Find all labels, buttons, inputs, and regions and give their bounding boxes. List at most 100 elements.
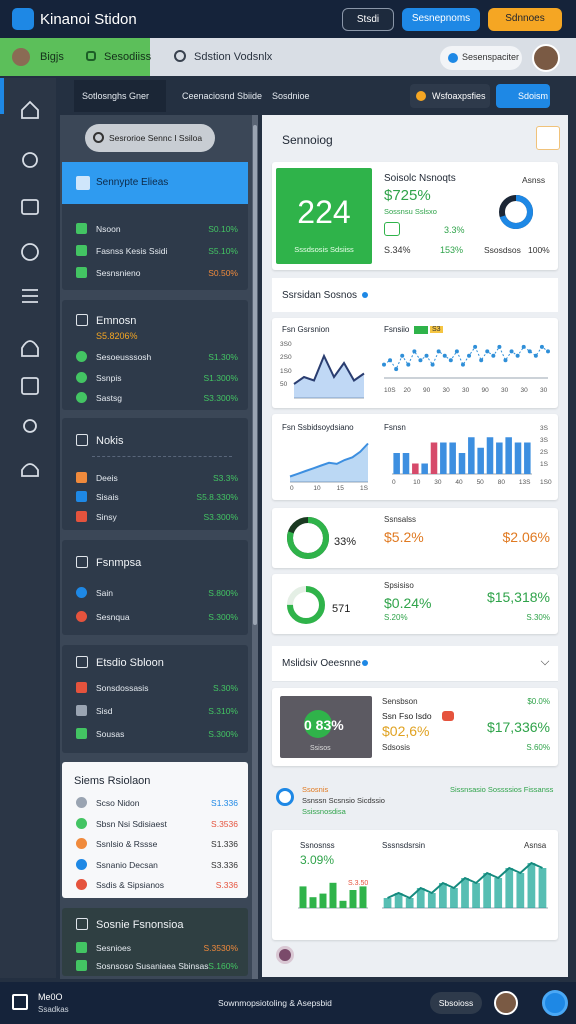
item-value[interactable]: S.160% [208, 961, 238, 971]
sidebar-item[interactable]: Sousas S.300% [68, 725, 242, 743]
item-label[interactable]: Ssdis & Sipsianos [96, 880, 165, 890]
item-label[interactable]: Scso Nidon [96, 798, 140, 808]
item-value[interactable]: S3.3% [212, 473, 238, 483]
item-label[interactable]: Ssnpis [96, 373, 122, 383]
subnav-button[interactable]: Wsfoaxpsfies [410, 84, 490, 108]
toolbar-tab[interactable]: Sesodiiss [104, 51, 152, 63]
sidebar-item[interactable]: Sosnsoso Susaniaea Sbinsas S.160% [68, 957, 242, 975]
item-label[interactable]: Deeis [96, 473, 118, 483]
item-label[interactable]: Sisais [96, 492, 119, 502]
item-label[interactable]: Sain [96, 588, 114, 598]
sidebar-item[interactable]: Nsoon S0.10% [68, 220, 242, 238]
button-label[interactable]: Sdnnoes [505, 13, 545, 24]
item-label[interactable]: Sinsy [96, 512, 117, 522]
bar [516, 873, 525, 908]
item-value[interactable]: S5.8.330% [196, 492, 238, 502]
item-value[interactable]: S.30% [212, 683, 238, 693]
sidebar-item[interactable]: Deeis S3.3% [68, 469, 242, 487]
account-name[interactable]: Sesenspaciter [462, 52, 520, 62]
item-value[interactable]: S1.300% [203, 373, 239, 383]
button-label[interactable]: Wsfoaxpsfies [432, 91, 486, 101]
group-title[interactable]: Nokis [96, 435, 124, 447]
item-label[interactable]: Sbsn Nsi Sdisiaest [96, 819, 167, 829]
item-value[interactable]: S.800% [208, 588, 238, 598]
sidebar-item[interactable]: Sinsy S3.300% [68, 508, 242, 526]
item-label[interactable]: Fasnss Kesis Ssidi [96, 246, 168, 256]
item-value[interactable]: S3.300% [203, 393, 239, 403]
header-button[interactable]: Sesnepnoms [402, 8, 480, 31]
group-title[interactable]: Fsnmpsa [96, 557, 142, 569]
card-heading: Sensbson [382, 697, 418, 706]
item-value[interactable]: S.336 [215, 880, 238, 890]
button-label[interactable]: Stsdi [356, 14, 380, 25]
toolbar-tab[interactable]: Bigjs [40, 51, 64, 63]
sidebar-item[interactable]: Sesoeusssosh S1.30% [68, 348, 242, 366]
item-value[interactable]: S1.336 [211, 839, 238, 849]
group-title[interactable]: Emnosn [96, 315, 137, 327]
header-button[interactable]: Stsdi [342, 8, 394, 31]
button-label[interactable]: Sdoism [518, 91, 549, 101]
sidebar-item[interactable]: Sonsdossasis S.30% [68, 679, 242, 697]
item-value[interactable]: S.300% [208, 729, 238, 739]
group-title[interactable]: Etsdio Sbloon [96, 657, 164, 669]
search-text[interactable]: Sesrorioe Sennc I Ssiloa [109, 133, 203, 143]
info-icon [276, 788, 294, 806]
group-header-selected[interactable] [62, 162, 248, 204]
item-value[interactable]: S1.336 [211, 798, 238, 808]
sidebar-item[interactable]: Ssnanio Decsan S3.336 [68, 856, 242, 874]
item-label[interactable]: Sonsdossasis [96, 683, 149, 693]
item-label[interactable]: Sosnsoso Susaniaea Sbinsas [96, 961, 209, 971]
button-label[interactable]: Sbsoioss [438, 998, 474, 1008]
account-pill[interactable]: Sesenspaciter [440, 46, 522, 70]
sidebar-item[interactable]: Scso Nidon S1.336 [68, 794, 242, 812]
subnav-button[interactable]: Sdoism [496, 84, 550, 108]
group-title[interactable]: Siems Rsiolaon [74, 775, 151, 787]
item-value[interactable]: S0.10% [208, 224, 238, 234]
item-label[interactable]: Sesoeusssosh [96, 352, 152, 362]
item-value[interactable]: S5.10% [208, 246, 238, 256]
item-value[interactable]: S.310% [208, 706, 238, 716]
fab[interactable] [542, 990, 568, 1016]
item-label[interactable]: Ssnlsio & Rssse [96, 839, 158, 849]
subnav-tab[interactable]: Sotlosnghs Gner [82, 91, 150, 101]
item-value[interactable]: S1.30% [208, 352, 238, 362]
sidebar-item[interactable]: Sesnqua S.300% [68, 608, 242, 626]
group-title[interactable]: Sennypte Elieas [96, 177, 169, 188]
sidebar-item[interactable]: Ssnpis S1.300% [68, 369, 242, 387]
sidebar-item[interactable]: Ssnlsio & Rssse S1.336 [68, 835, 242, 853]
item-label[interactable]: Ssnanio Decsan [96, 860, 158, 870]
item-label[interactable]: Sisd [96, 706, 113, 716]
item-label[interactable]: Sesnqua [96, 612, 130, 622]
card-amount: $2.06% [502, 529, 550, 545]
sidebar-item[interactable]: Sisais S5.8.330% [68, 488, 242, 506]
subnav-tab[interactable]: Ceenaciosnd Sbiide [182, 91, 263, 101]
sidebar-item[interactable]: Sain S.800% [68, 584, 242, 602]
sidebar-item[interactable]: Fasnss Kesis Ssidi S5.10% [68, 242, 242, 260]
item-label[interactable]: Sastsg [96, 393, 122, 403]
sidebar-item[interactable]: Sisd S.310% [68, 702, 242, 720]
item-value[interactable]: S.300% [208, 612, 238, 622]
sidebar-item[interactable]: Sesnioes S.3530% [68, 939, 242, 957]
item-value[interactable]: S3.336 [211, 860, 238, 870]
header-button[interactable]: Sdnnoes [488, 8, 562, 31]
item-label[interactable]: Sousas [96, 729, 125, 739]
item-label[interactable]: Sesnsnieno [96, 268, 141, 278]
item-value[interactable]: S.3530% [203, 943, 239, 953]
search-field[interactable]: Sdstion Vodsnlx [194, 51, 273, 63]
group-title[interactable]: Sosnie Fsnonsioa [96, 919, 184, 931]
item-label[interactable]: Sesnioes [96, 943, 131, 953]
footer-button[interactable]: Sbsoioss [430, 992, 482, 1014]
subnav-tab[interactable]: Sosdnioe [272, 91, 310, 101]
item-value[interactable]: S0.50% [208, 268, 238, 278]
item-value[interactable]: S.3536 [211, 819, 238, 829]
button-label[interactable]: Sesnepnoms [411, 13, 471, 24]
sidebar-item[interactable]: Sastsg S3.300% [68, 389, 242, 407]
item-value[interactable]: S3.300% [203, 512, 239, 522]
sidebar-search[interactable]: Sesrorioe Sennc I Ssiloa [85, 124, 215, 152]
sidebar-item[interactable]: Sbsn Nsi Sdisiaest S.3536 [68, 815, 242, 833]
sidebar-item[interactable]: Ssdis & Sipsianos S.336 [68, 876, 242, 894]
item-icon [76, 960, 87, 971]
close-button[interactable] [536, 126, 560, 150]
sidebar-item[interactable]: Sesnsnieno S0.50% [68, 264, 242, 282]
item-label[interactable]: Nsoon [96, 224, 121, 234]
